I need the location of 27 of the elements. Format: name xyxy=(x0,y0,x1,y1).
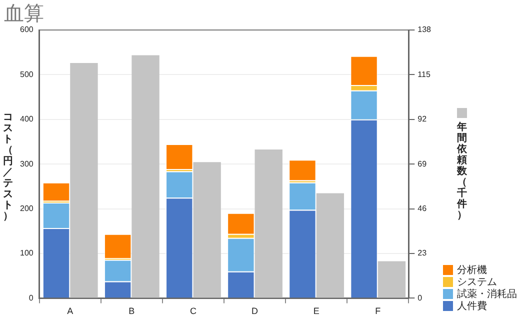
y2-tick-label: 138 xyxy=(418,25,432,34)
y-tick-label: 0 xyxy=(28,293,34,302)
y-tick-label: 400 xyxy=(20,114,34,124)
y-tick-label: 300 xyxy=(20,159,34,168)
text: コスト（円／テスト） xyxy=(3,112,13,222)
legend-label: 分析機 xyxy=(456,264,488,276)
y-tick-label: 100 xyxy=(20,248,34,258)
y2-tick-label: 69 xyxy=(418,159,428,168)
legend-label: システム xyxy=(456,276,498,288)
y-tick-label: 500 xyxy=(20,70,34,79)
x-tick-label: C xyxy=(190,306,197,316)
legend-label: 試薬・消耗品 xyxy=(456,288,517,300)
x-tick-label: F xyxy=(375,306,382,316)
y2-tick-label: 46 xyxy=(418,204,428,214)
x-tick-label: A xyxy=(67,306,74,316)
y2-tick-label: 115 xyxy=(418,70,431,79)
y-tick-label: 600 xyxy=(20,25,34,34)
y2-tick-label: 23 xyxy=(418,248,428,258)
x-tick-label: B xyxy=(128,306,135,316)
text: 年間依頼数（千件） xyxy=(457,122,467,221)
legend-label: 人件費 xyxy=(456,300,488,312)
y2-tick-label: 0 xyxy=(418,293,423,302)
x-tick-label: E xyxy=(313,306,320,316)
chart-title: 血算 xyxy=(4,0,44,26)
y2-tick-label: 92 xyxy=(418,114,428,124)
x-tick-label: D xyxy=(252,306,259,316)
y-tick-label: 200 xyxy=(20,204,34,214)
